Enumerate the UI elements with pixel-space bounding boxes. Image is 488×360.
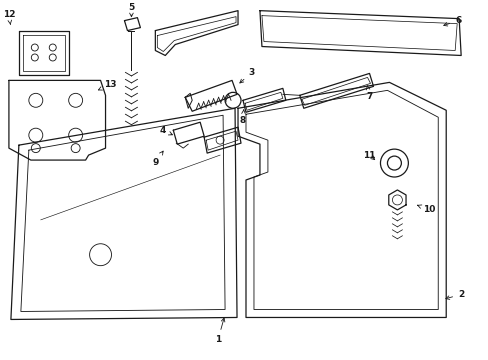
Text: 8: 8: [240, 110, 245, 125]
Text: 10: 10: [417, 205, 435, 215]
Text: 9: 9: [152, 151, 163, 167]
Text: 4: 4: [159, 126, 172, 135]
Text: 2: 2: [445, 290, 463, 300]
Text: 6: 6: [443, 16, 460, 26]
Text: 13: 13: [98, 80, 117, 90]
Text: 7: 7: [366, 86, 372, 101]
Text: 12: 12: [2, 10, 15, 25]
Text: 3: 3: [239, 68, 255, 83]
Text: 5: 5: [128, 3, 134, 17]
Text: 11: 11: [363, 150, 375, 159]
Text: 1: 1: [215, 318, 224, 344]
